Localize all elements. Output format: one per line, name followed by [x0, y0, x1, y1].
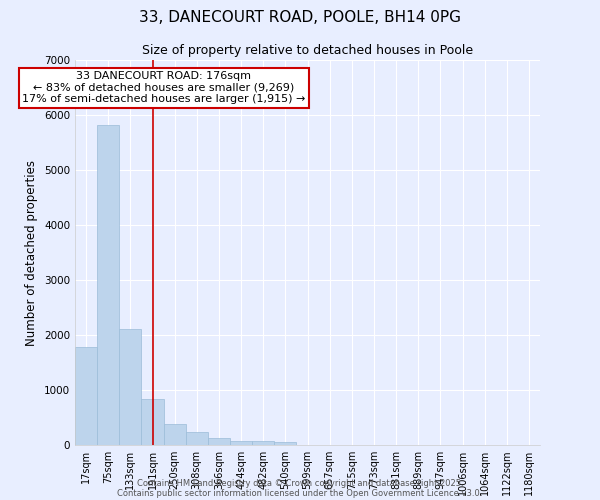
Text: 33, DANECOURT ROAD, POOLE, BH14 0PG: 33, DANECOURT ROAD, POOLE, BH14 0PG: [139, 10, 461, 25]
Text: Contains HM Land Registry data © Crown copyright and database right 2025.: Contains HM Land Registry data © Crown c…: [137, 478, 463, 488]
Title: Size of property relative to detached houses in Poole: Size of property relative to detached ho…: [142, 44, 473, 58]
Bar: [274, 442, 296, 445]
Bar: [252, 440, 274, 445]
Y-axis label: Number of detached properties: Number of detached properties: [25, 160, 38, 346]
Bar: [75, 346, 97, 445]
Bar: [186, 432, 208, 445]
Bar: [230, 440, 252, 445]
Bar: [97, 126, 119, 445]
Text: 33 DANECOURT ROAD: 176sqm  
← 83% of detached houses are smaller (9,269)
17% of : 33 DANECOURT ROAD: 176sqm ← 83% of detac…: [22, 71, 305, 104]
Bar: [119, 329, 142, 445]
Bar: [208, 438, 230, 445]
Text: Contains public sector information licensed under the Open Government Licence v3: Contains public sector information licen…: [118, 488, 482, 498]
Bar: [164, 424, 186, 445]
Bar: [142, 400, 164, 445]
